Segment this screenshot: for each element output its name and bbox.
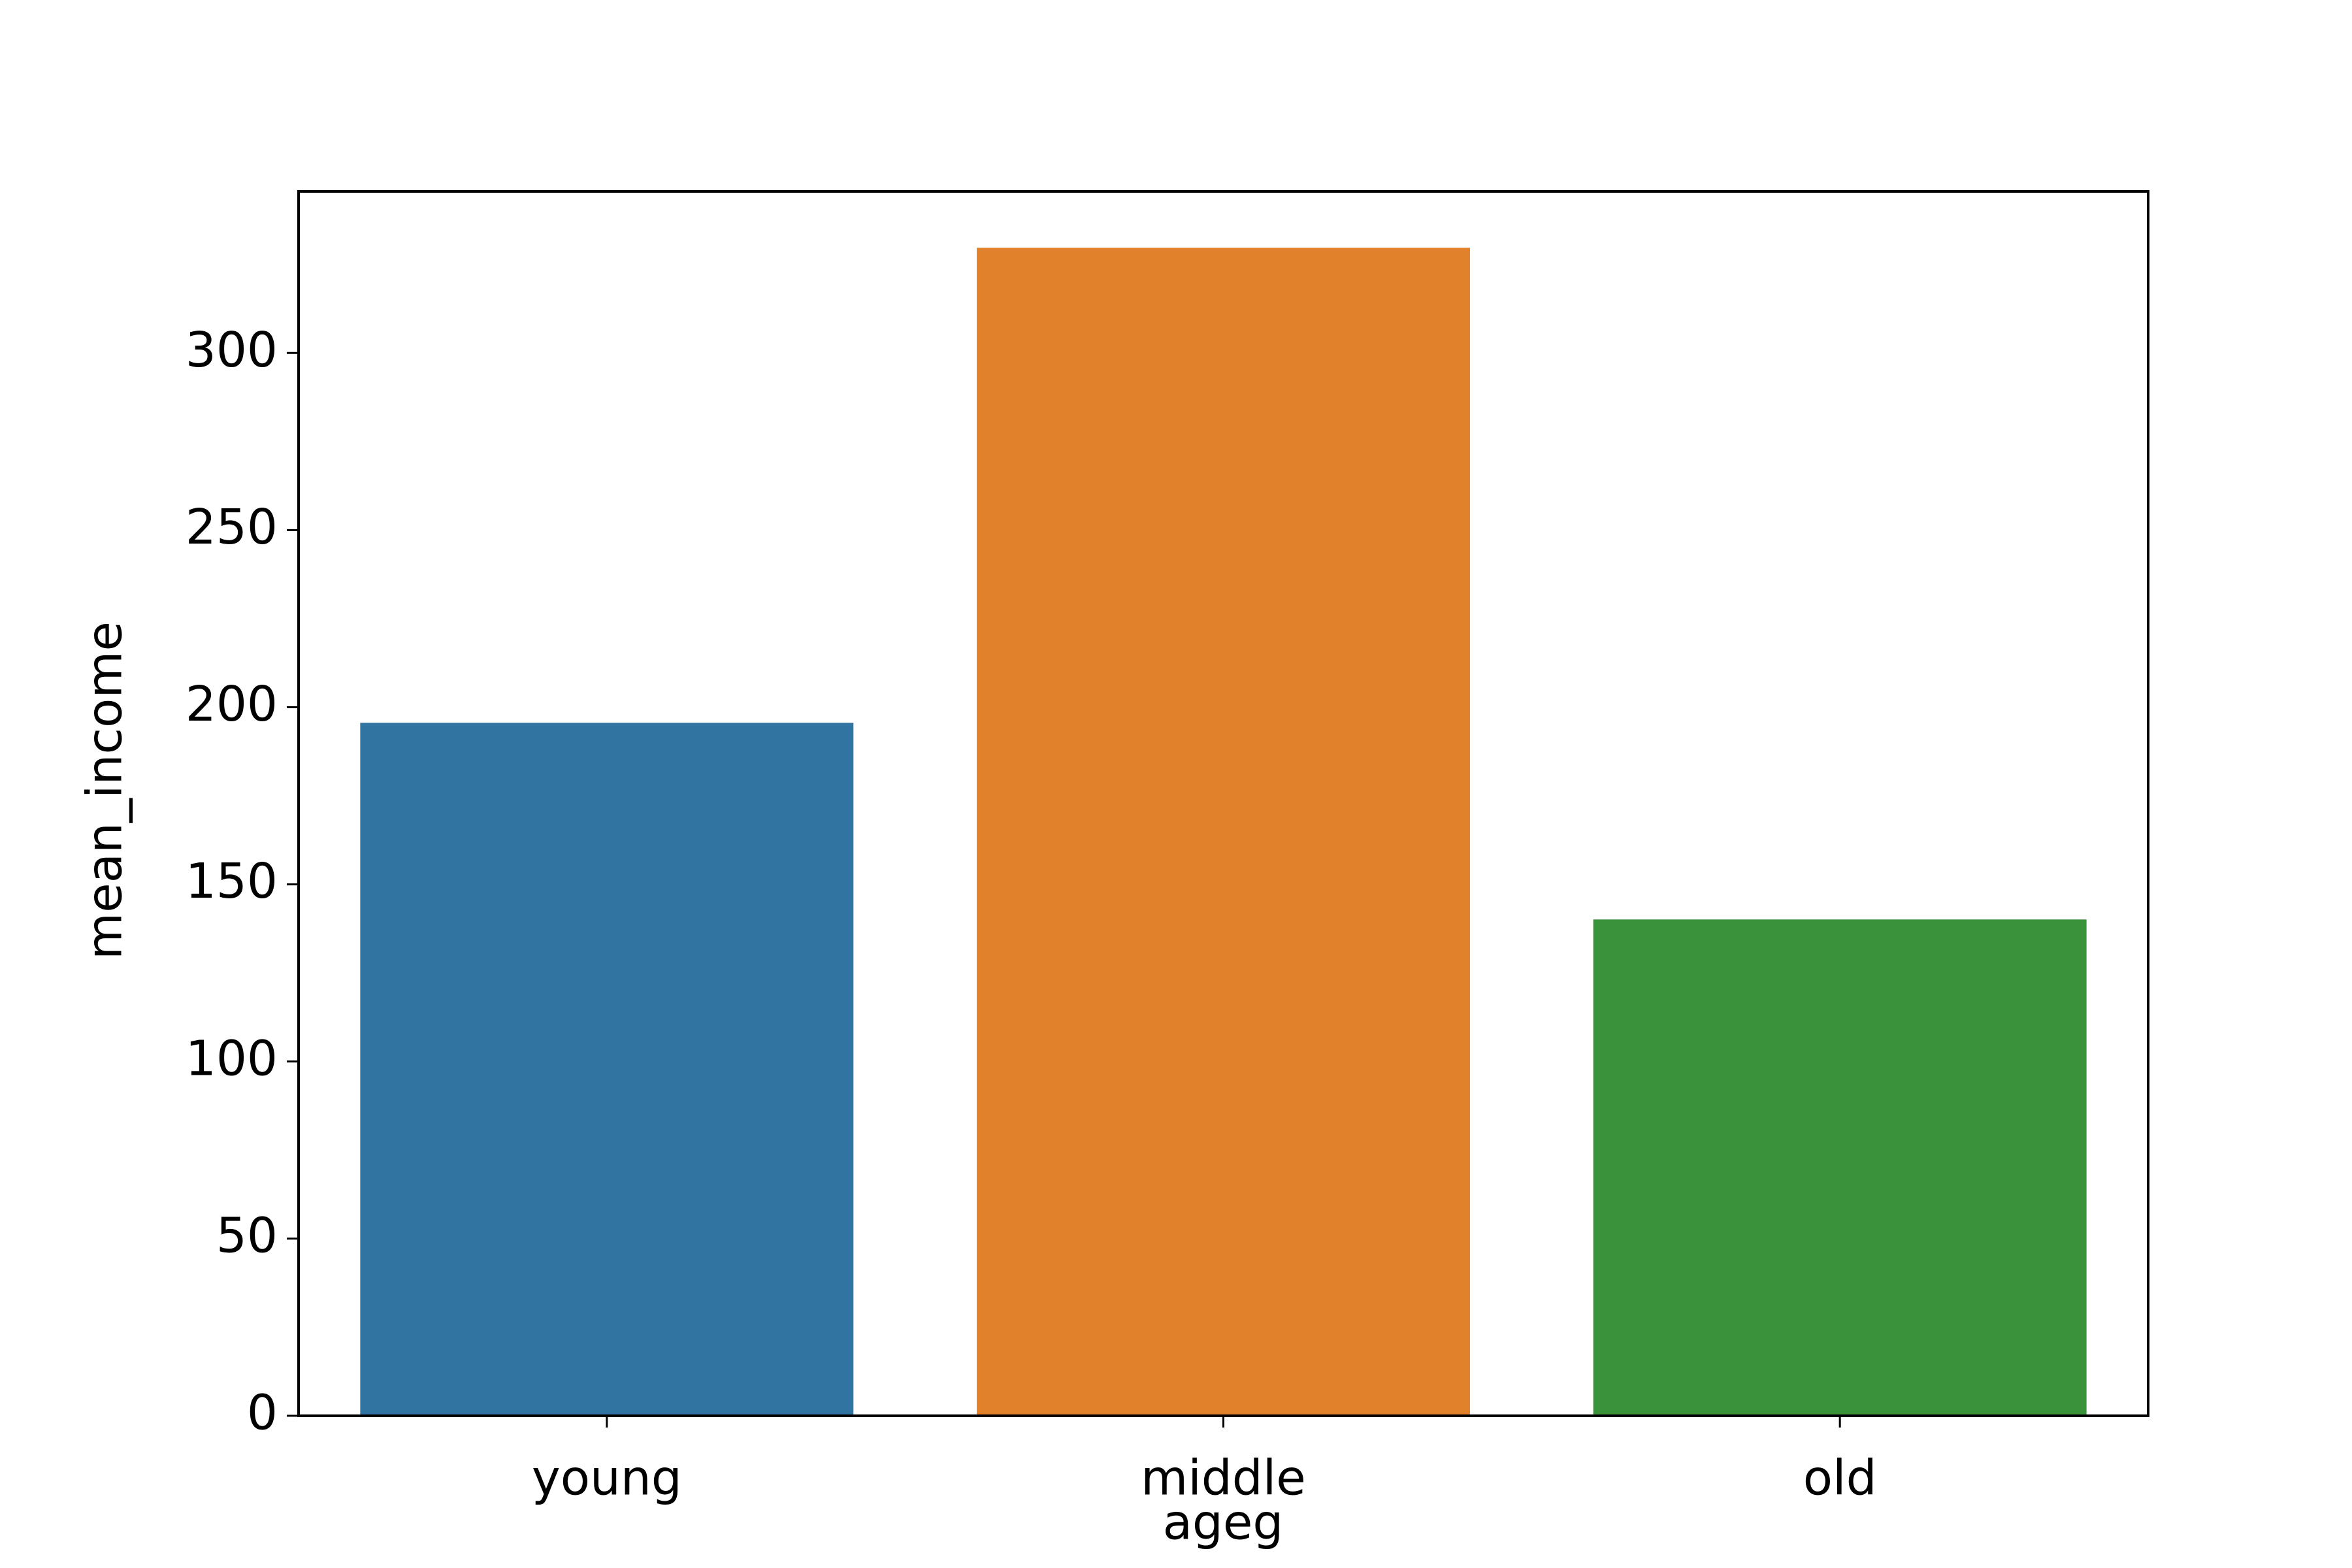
y-axis-label: mean_income [77, 621, 133, 960]
y-tick-label: 150 [186, 853, 278, 909]
x-tick-label: old [1803, 1450, 1877, 1507]
y-tick-label: 50 [216, 1207, 278, 1264]
bar [977, 248, 1470, 1416]
y-tick-label: 250 [186, 499, 278, 555]
bar [1593, 919, 2087, 1416]
y-tick-label: 100 [186, 1030, 278, 1086]
y-tick-label: 0 [247, 1385, 278, 1441]
x-tick-label: middle [1141, 1450, 1306, 1507]
x-axis-label: ageg [1163, 1495, 1284, 1551]
y-tick-label: 200 [186, 676, 278, 732]
x-tick-label: young [532, 1450, 682, 1507]
axes-frame [297, 190, 2149, 1417]
bar [360, 723, 854, 1416]
y-tick-label: 300 [186, 322, 278, 378]
